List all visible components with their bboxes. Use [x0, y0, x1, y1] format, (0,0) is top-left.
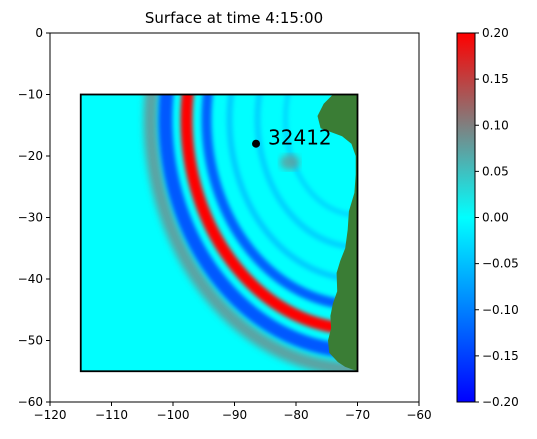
colorbar-tick-label: 0.05	[482, 164, 509, 178]
y-tick-label: −30	[18, 211, 43, 225]
y-axis: 0 −10 −20 −30 −40 −50 −60	[18, 26, 50, 409]
x-axis: −120 −110 −100 −90 −80 −70 −60	[34, 402, 432, 422]
colorbar-tick-label: −0.20	[482, 395, 519, 409]
y-tick-label: −10	[18, 88, 43, 102]
gauge-label: 32412	[268, 126, 332, 150]
x-tick-label: −120	[34, 408, 67, 422]
y-tick-label: 0	[35, 26, 43, 40]
y-tick-label: −60	[18, 395, 43, 409]
x-tick-label: −90	[222, 408, 247, 422]
x-tick-label: −80	[283, 408, 308, 422]
colorbar-tick-label: 0.00	[482, 211, 509, 225]
y-tick-label: −40	[18, 272, 43, 286]
x-tick-label: −110	[95, 408, 128, 422]
colorbar-tick-label: 0.20	[482, 26, 509, 40]
colorbar-tick-label: 0.10	[482, 118, 509, 132]
gauge-dot	[252, 140, 260, 148]
colorbar-ticks: 0.20 0.15 0.10 0.05 0.00 −0.05 −0.10 −0.15 −0.20	[475, 26, 519, 409]
x-tick-label: −60	[406, 408, 431, 422]
colorbar-tick-label: −0.15	[482, 349, 519, 363]
x-tick-label: −100	[157, 408, 190, 422]
y-tick-label: −50	[18, 334, 43, 348]
colorbar-tick-label: −0.05	[482, 257, 519, 271]
colorbar-tick-label: 0.15	[482, 72, 509, 86]
local-crest	[280, 154, 300, 170]
colorbar-tick-label: −0.10	[482, 303, 519, 317]
chart-title: Surface at time 4:15:00	[145, 9, 323, 27]
x-tick-label: −70	[345, 408, 370, 422]
y-tick-label: −20	[18, 149, 43, 163]
colorbar	[457, 33, 475, 402]
